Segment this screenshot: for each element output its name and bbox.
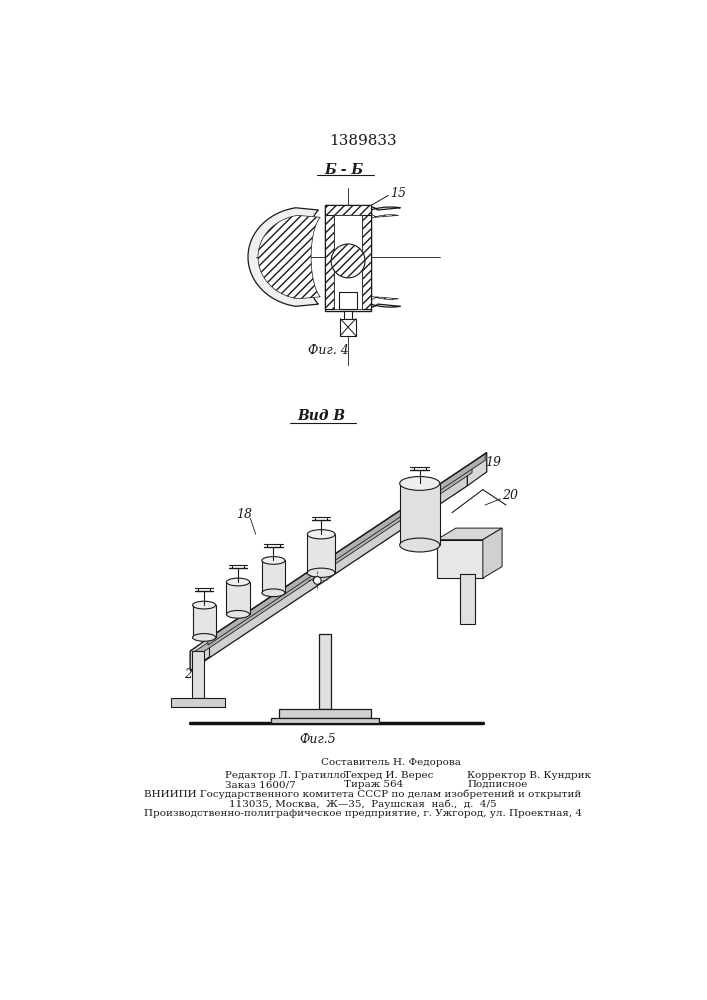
- Polygon shape: [483, 528, 502, 578]
- Polygon shape: [271, 718, 379, 723]
- Ellipse shape: [399, 538, 440, 552]
- Ellipse shape: [308, 568, 335, 577]
- Polygon shape: [190, 466, 467, 671]
- Text: 19: 19: [485, 456, 501, 469]
- Text: 20: 20: [502, 489, 518, 502]
- Polygon shape: [437, 528, 502, 540]
- Polygon shape: [192, 651, 204, 698]
- Ellipse shape: [192, 634, 216, 641]
- Text: Корректор В. Кундрик: Корректор В. Кундрик: [467, 771, 592, 780]
- Polygon shape: [190, 453, 486, 651]
- Polygon shape: [262, 560, 285, 593]
- Text: Тираж 564: Тираж 564: [344, 780, 404, 789]
- Polygon shape: [258, 215, 320, 299]
- Polygon shape: [308, 534, 335, 573]
- Polygon shape: [192, 605, 216, 637]
- Polygon shape: [333, 207, 400, 307]
- Circle shape: [313, 577, 321, 584]
- Ellipse shape: [226, 578, 250, 586]
- Text: 21: 21: [184, 668, 200, 681]
- Text: 113035, Москва,  Ж—35,  Раушская  наб.,  д.  4/5: 113035, Москва, Ж—35, Раушская наб., д. …: [229, 799, 496, 809]
- Polygon shape: [340, 319, 356, 336]
- Ellipse shape: [399, 477, 440, 490]
- Polygon shape: [319, 634, 331, 709]
- Polygon shape: [325, 205, 371, 215]
- Ellipse shape: [262, 557, 285, 564]
- Polygon shape: [467, 453, 486, 486]
- Polygon shape: [325, 207, 334, 309]
- Polygon shape: [343, 215, 399, 299]
- Ellipse shape: [262, 589, 285, 597]
- Polygon shape: [362, 207, 371, 309]
- Ellipse shape: [226, 610, 250, 618]
- Text: Производственно-полиграфическое предприятие, г. Ужгород, ул. Проектная, 4: Производственно-полиграфическое предприя…: [144, 808, 582, 818]
- Text: 18: 18: [236, 508, 252, 521]
- Text: Вид В: Вид В: [297, 409, 345, 423]
- Polygon shape: [190, 637, 209, 671]
- Polygon shape: [437, 540, 483, 578]
- Text: Заказ 1600/7: Заказ 1600/7: [225, 780, 296, 789]
- Text: 15: 15: [390, 187, 407, 200]
- Polygon shape: [171, 698, 225, 707]
- Ellipse shape: [308, 530, 335, 539]
- Text: 22: 22: [452, 551, 468, 564]
- Text: Составитель Н. Федорова: Составитель Н. Федорова: [320, 758, 460, 767]
- Ellipse shape: [192, 601, 216, 609]
- Text: 1389833: 1389833: [329, 134, 397, 148]
- Text: Фиг.5: Фиг.5: [299, 733, 336, 746]
- Text: Фиг. 4: Фиг. 4: [308, 344, 349, 358]
- Polygon shape: [208, 454, 485, 645]
- Polygon shape: [226, 582, 250, 614]
- Polygon shape: [339, 292, 357, 309]
- Polygon shape: [209, 453, 486, 657]
- Polygon shape: [248, 208, 318, 306]
- Text: Редактор Л. Гратилло: Редактор Л. Гратилло: [225, 771, 346, 780]
- Polygon shape: [344, 311, 352, 319]
- Polygon shape: [195, 466, 472, 657]
- Text: Подписное: Подписное: [467, 780, 528, 789]
- Polygon shape: [325, 205, 371, 311]
- Text: Техред И. Верес: Техред И. Верес: [344, 771, 433, 780]
- Polygon shape: [460, 574, 475, 624]
- Polygon shape: [334, 215, 362, 309]
- Text: ВНИИПИ Государственного комитета СССР по делам изобретений и открытий: ВНИИПИ Государственного комитета СССР по…: [144, 790, 581, 799]
- Text: Б - Б: Б - Б: [325, 163, 364, 177]
- Circle shape: [331, 244, 365, 278]
- Polygon shape: [279, 709, 371, 718]
- Polygon shape: [399, 483, 440, 545]
